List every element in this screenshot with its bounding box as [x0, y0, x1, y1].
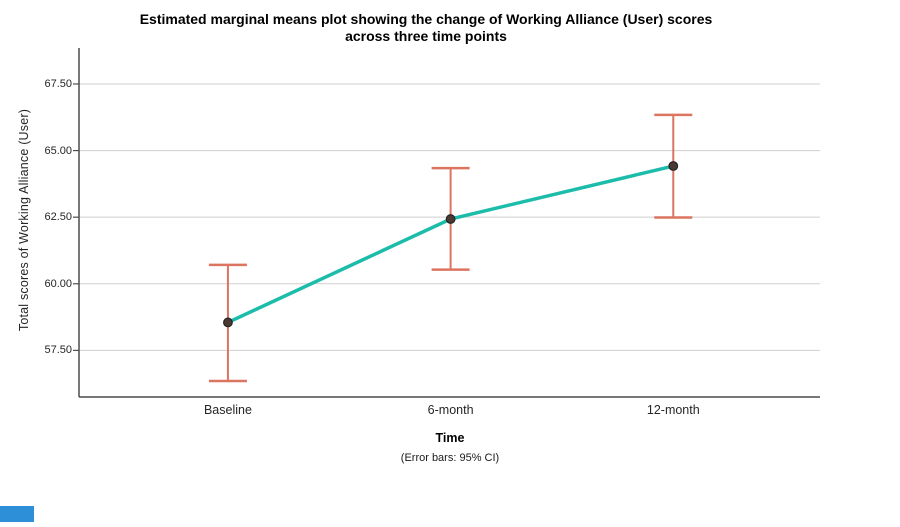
- chart-plot-svg: [73, 48, 820, 398]
- y-axis-title: Total scores of Working Alliance (User): [17, 108, 31, 332]
- chart-title: Estimated marginal means plot showing th…: [0, 11, 852, 45]
- x-tick-label: 6-month: [427, 403, 474, 417]
- x-axis-title: Time: [435, 431, 465, 445]
- y-tick-label: 57.50: [44, 344, 72, 357]
- x-tick-label: 12-month: [646, 403, 700, 417]
- chart-title-line2: across three time points: [345, 28, 507, 44]
- y-tick-label: 60.00: [44, 277, 72, 290]
- y-tick-label: 67.50: [44, 77, 72, 90]
- x-tick-label: Baseline: [203, 403, 252, 417]
- data-point-marker: [223, 317, 233, 328]
- data-point-marker: [668, 161, 679, 171]
- error-bar-footnote: (Error bars: 95% CI): [400, 452, 500, 464]
- bottom-left-blue-bar: [0, 506, 34, 522]
- y-tick-label: 62.50: [44, 211, 72, 224]
- chart-title-line1: Estimated marginal means plot showing th…: [139, 11, 713, 27]
- y-tick-label: 65.00: [44, 144, 72, 157]
- plot-area: [73, 48, 820, 398]
- data-point-marker: [445, 214, 456, 224]
